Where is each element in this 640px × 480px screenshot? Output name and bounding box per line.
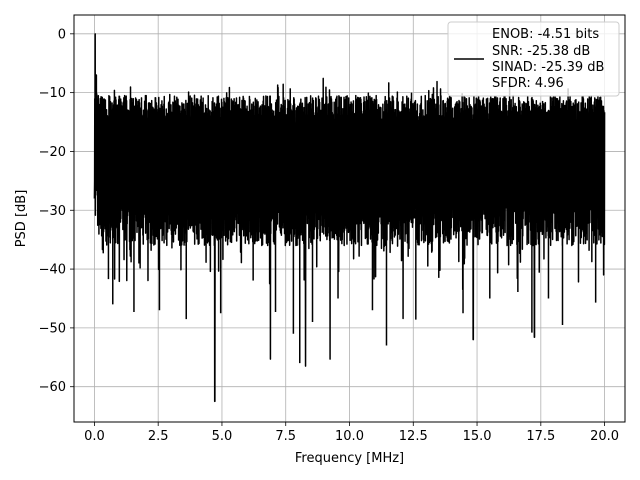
y-axis-ticks: 0 −10 −20 −30 −40 −50 −60 <box>39 27 74 395</box>
legend-entry-enob: ENOB: -4.51 bits <box>492 27 599 42</box>
x-tick-label: 0.0 <box>84 429 105 444</box>
x-tick-label: 7.5 <box>275 429 296 444</box>
y-tick-label: −20 <box>39 145 66 160</box>
y-tick-label: −60 <box>39 380 66 395</box>
psd-trace <box>93 33 606 403</box>
y-tick-label: −50 <box>39 321 66 336</box>
x-tick-label: 17.5 <box>526 429 555 444</box>
x-axis-label: Frequency [MHz] <box>295 451 404 466</box>
legend-entry-sfdr: SFDR: 4.96 <box>492 76 564 91</box>
x-tick-label: 5.0 <box>212 429 233 444</box>
x-axis-ticks: 0.0 2.5 5.0 7.5 10.0 12.5 15.0 17.5 20.0 <box>84 422 619 444</box>
legend: ENOB: -4.51 bits SNR: -25.38 dB SINAD: -… <box>447 21 620 97</box>
y-tick-label: −10 <box>39 86 66 101</box>
y-tick-label: 0 <box>58 27 66 42</box>
x-tick-label: 20.0 <box>590 429 619 444</box>
legend-entry-sinad: SINAD: -25.39 dB <box>492 60 604 75</box>
x-tick-label: 12.5 <box>399 429 428 444</box>
y-tick-label: −30 <box>39 204 66 219</box>
y-tick-label: −40 <box>39 263 66 278</box>
legend-box <box>447 21 620 97</box>
legend-entry-snr: SNR: -25.38 dB <box>492 44 590 59</box>
x-tick-label: 2.5 <box>148 429 169 444</box>
x-tick-label: 10.0 <box>335 429 364 444</box>
plot-area <box>93 33 606 403</box>
y-axis-label: PSD [dB] <box>14 190 29 248</box>
x-tick-label: 15.0 <box>463 429 492 444</box>
